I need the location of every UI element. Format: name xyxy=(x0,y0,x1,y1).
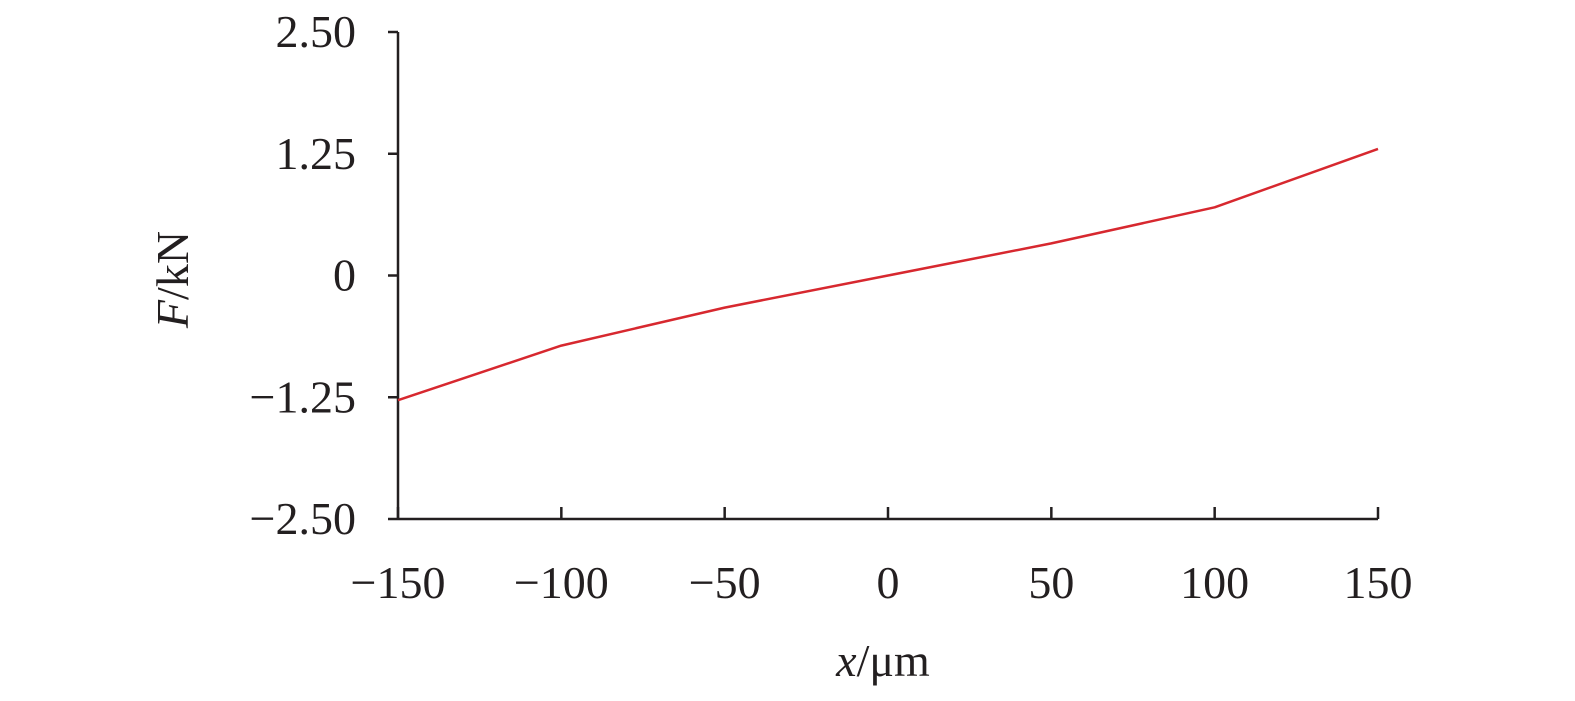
y-tick-label: −1.25 xyxy=(250,371,356,422)
x-tick-label: −150 xyxy=(351,557,446,608)
y-tick-label: 0 xyxy=(333,250,356,301)
y-tick-label: 2.50 xyxy=(276,6,357,57)
x-tick-label: 0 xyxy=(877,557,900,608)
x-axis-title: x/μm xyxy=(835,635,930,686)
x-tick-label: 150 xyxy=(1344,557,1413,608)
y-axis-variable: F xyxy=(147,299,198,329)
axes xyxy=(396,32,1378,521)
x-axis-unit: /μm xyxy=(857,635,930,686)
x-tick-label: −100 xyxy=(514,557,609,608)
x-axis-variable: x xyxy=(835,635,857,686)
y-tick-label: −2.50 xyxy=(250,493,356,544)
x-axis-ticks: −150 −100 −50 0 50 100 150 xyxy=(351,507,1413,608)
x-tick-label: 50 xyxy=(1028,557,1074,608)
x-tick-label: 100 xyxy=(1180,557,1249,608)
y-axis-title: F/kN xyxy=(147,231,198,329)
y-axis-ticks: 2.50 1.25 0 −1.25 −2.50 xyxy=(250,6,398,544)
series-line xyxy=(397,147,1379,402)
y-tick-label: 1.25 xyxy=(276,128,357,179)
series-layer xyxy=(397,147,1379,402)
x-tick-label: −50 xyxy=(689,557,761,608)
y-axis-unit: /kN xyxy=(147,231,198,300)
